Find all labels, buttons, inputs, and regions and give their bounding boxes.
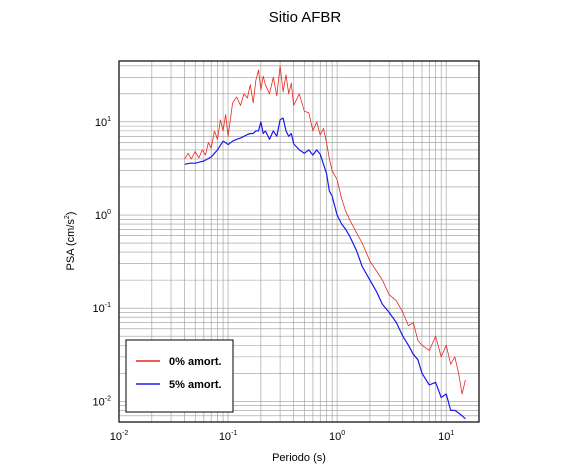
- x-tick-label: 100: [329, 430, 345, 443]
- y-axis-label-base: PSA (cm/s: [65, 219, 77, 271]
- legend: 0% amort. 5% amort.: [125, 339, 234, 413]
- series-line-1: [184, 117, 466, 420]
- x-tick-label-exp: 0: [341, 430, 345, 437]
- y-tick-label: 10-2: [93, 395, 112, 408]
- y-tick-label-exp: 0: [107, 209, 111, 216]
- y-tick-label-exp: -1: [105, 302, 111, 309]
- y-axis-label: PSA (cm/s2): [64, 212, 77, 271]
- y-tick-label: 100: [95, 209, 111, 222]
- x-tick-label-exp: 1: [450, 430, 454, 437]
- y-tick-label-exp: 1: [107, 116, 111, 123]
- x-tick-label: 10-2: [110, 430, 129, 443]
- x-axis-label: Periodo (s): [272, 452, 326, 464]
- x-tick-label-base: 10: [110, 431, 122, 443]
- y-tick-label-base: 10: [93, 303, 105, 315]
- chart-title: Sitio AFBR: [269, 9, 342, 26]
- x-tick-label-base: 10: [438, 431, 450, 443]
- x-tick-label-base: 10: [329, 431, 341, 443]
- y-tick-label: 101: [95, 116, 111, 129]
- x-tick-labels: 10-2 10-1 100 101: [110, 430, 455, 443]
- x-tick-label-exp: -1: [231, 430, 237, 437]
- y-tick-label-exp: -2: [105, 395, 111, 402]
- y-tick-label-base: 10: [95, 210, 107, 222]
- x-tick-label: 101: [438, 430, 454, 443]
- x-tick-label-exp: -2: [122, 430, 128, 437]
- y-axis-label-tail: ): [65, 212, 77, 216]
- legend-label-1: 5% amort.: [169, 379, 222, 391]
- plot-frame: [118, 60, 480, 423]
- y-axis-label-exp: 2: [64, 215, 71, 219]
- legend-label-0: 0% amort.: [169, 356, 222, 368]
- y-tick-label: 10-1: [93, 302, 112, 315]
- x-tick-label: 10-1: [219, 430, 238, 443]
- legend-box: [125, 339, 234, 413]
- y-tick-label-base: 10: [95, 117, 107, 129]
- series-line-0: [184, 65, 466, 395]
- series-layer: [184, 65, 466, 420]
- y-tick-label-base: 10: [93, 396, 105, 408]
- x-tick-label-base: 10: [219, 431, 231, 443]
